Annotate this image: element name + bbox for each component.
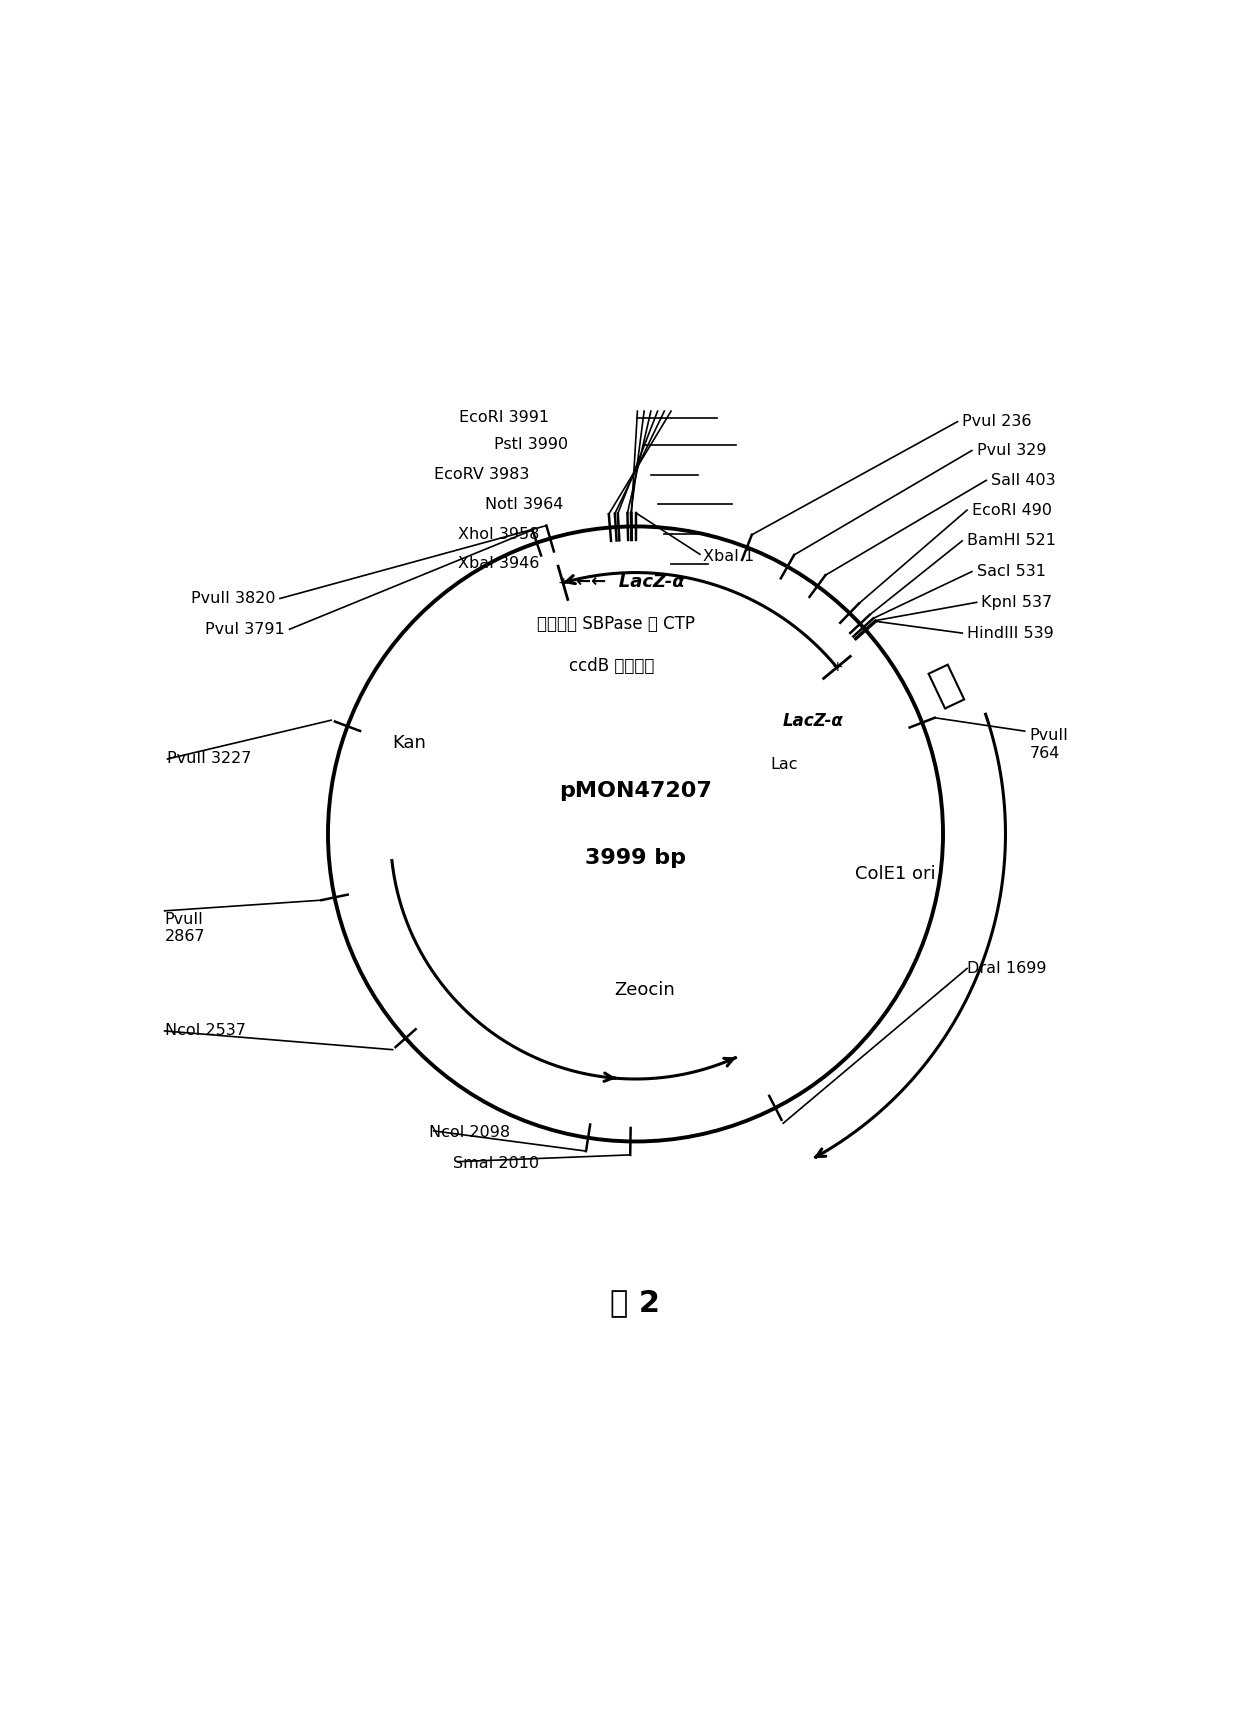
Text: PvuII 3227: PvuII 3227 [167, 751, 252, 766]
Text: Lac: Lac [771, 758, 799, 773]
Text: PvuI 236: PvuI 236 [962, 414, 1032, 430]
Text: PstI 3990: PstI 3990 [494, 438, 568, 452]
Text: ←←  LacZ-α: ←← LacZ-α [577, 574, 684, 591]
Text: EcoRI 3991: EcoRI 3991 [459, 411, 549, 426]
Text: XhoI 3958: XhoI 3958 [458, 527, 539, 541]
Text: Kan: Kan [393, 734, 427, 752]
Text: BamHI 521: BamHI 521 [967, 533, 1056, 548]
Text: PvuI 329: PvuI 329 [977, 443, 1047, 459]
Text: PvuII
764: PvuII 764 [1029, 728, 1069, 761]
Text: 来自小麦 SBPase 的 CTP: 来自小麦 SBPase 的 CTP [537, 615, 696, 634]
Text: Zeocin: Zeocin [615, 981, 676, 998]
Text: SalI 403: SalI 403 [991, 472, 1055, 488]
Text: NcoI 2537: NcoI 2537 [165, 1024, 246, 1038]
Text: 3999 bp: 3999 bp [585, 849, 686, 868]
Text: EcoRV 3983: EcoRV 3983 [434, 467, 529, 483]
Text: PvuII 3820: PvuII 3820 [191, 591, 275, 606]
Text: LacZ-α: LacZ-α [782, 711, 843, 730]
Text: +: + [557, 576, 569, 589]
Text: EcoRI 490: EcoRI 490 [972, 503, 1052, 517]
Text: NotI 3964: NotI 3964 [485, 497, 563, 512]
Text: XbaI 3946: XbaI 3946 [458, 557, 539, 572]
Text: pMON47207: pMON47207 [559, 780, 712, 801]
Text: +: + [831, 660, 843, 675]
Text: SmaI 2010: SmaI 2010 [453, 1156, 539, 1172]
Text: ColE1 ori: ColE1 ori [854, 866, 935, 883]
Text: PvuII
2867: PvuII 2867 [165, 912, 206, 945]
Text: NcoI 2098: NcoI 2098 [429, 1125, 510, 1141]
Text: XbaI 1: XbaI 1 [703, 548, 754, 564]
Polygon shape [929, 665, 965, 708]
Text: KpnI 537: KpnI 537 [982, 594, 1053, 610]
Text: PvuI 3791: PvuI 3791 [205, 622, 285, 637]
Text: DraI 1699: DraI 1699 [967, 960, 1047, 976]
Text: HindIII 539: HindIII 539 [967, 625, 1054, 641]
Text: SacI 531: SacI 531 [977, 564, 1045, 579]
Text: 图 2: 图 2 [610, 1288, 661, 1318]
Text: ccdB 致死因子: ccdB 致死因子 [569, 656, 655, 675]
